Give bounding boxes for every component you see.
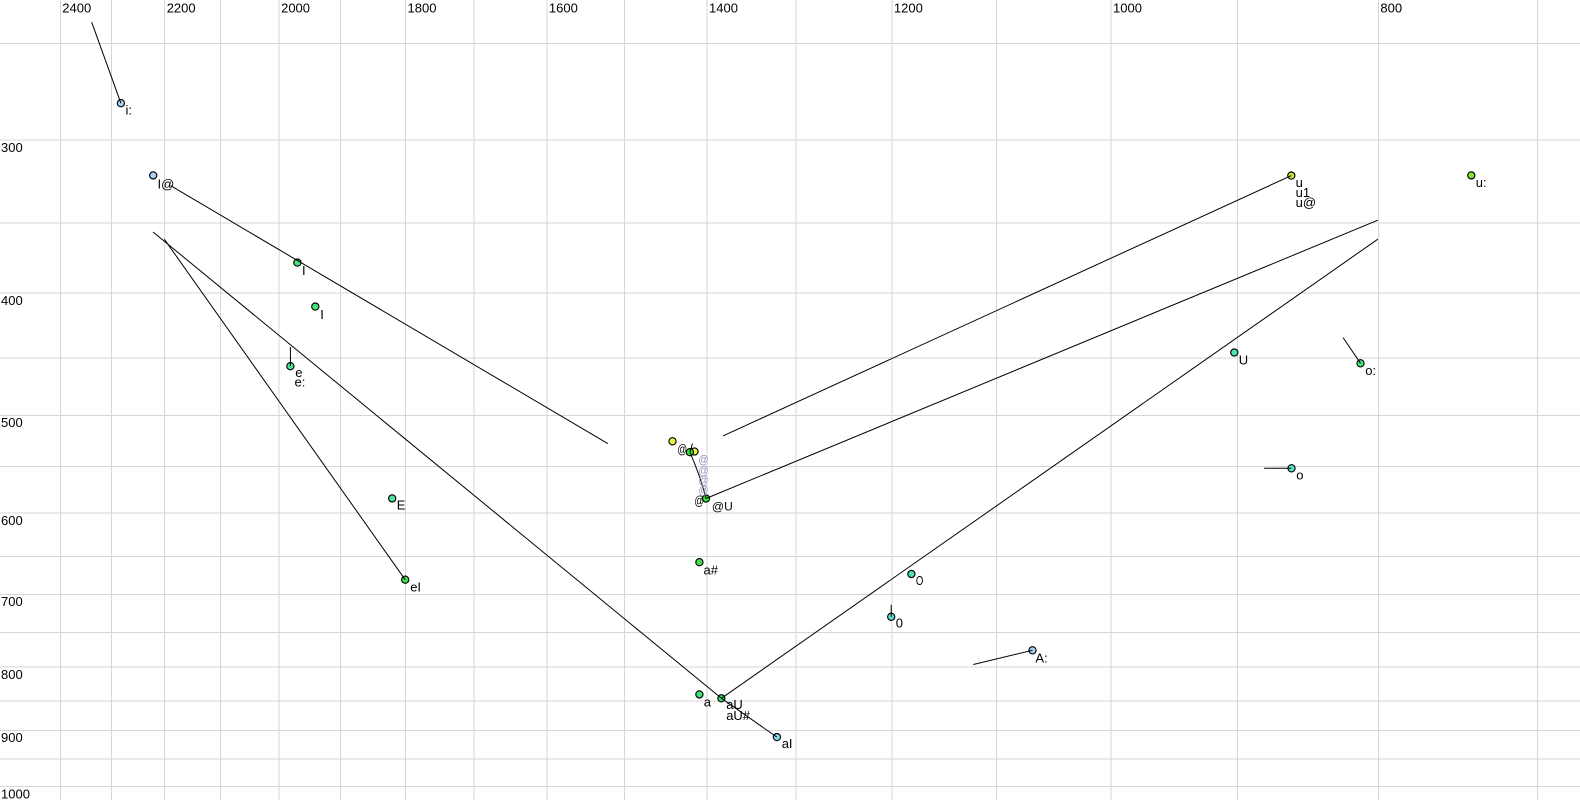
- svg-text:u@: u@: [1296, 195, 1316, 210]
- svg-text:700: 700: [1, 594, 23, 609]
- svg-text:I: I: [302, 263, 306, 278]
- svg-text:@: @: [698, 473, 708, 487]
- svg-text:800: 800: [1380, 1, 1402, 16]
- svg-text:u1: u1: [1296, 185, 1310, 200]
- svg-text:500: 500: [1, 415, 23, 430]
- svg-text:1600: 1600: [549, 1, 578, 16]
- svg-text:800: 800: [1, 667, 23, 682]
- svg-text:@: @: [694, 494, 704, 508]
- svg-text:1200: 1200: [894, 1, 923, 16]
- svg-text:aI: aI: [782, 736, 793, 751]
- svg-text:@: @: [698, 452, 708, 466]
- svg-text:1400: 1400: [709, 1, 738, 16]
- svg-text:U: U: [1239, 352, 1248, 367]
- svg-text:@: @: [698, 483, 708, 497]
- svg-text:I@: I@: [158, 177, 175, 192]
- svg-text:u:: u:: [1476, 175, 1487, 190]
- svg-text:2000: 2000: [281, 1, 310, 16]
- svg-text:u: u: [1296, 175, 1303, 190]
- svg-text:2400: 2400: [62, 1, 91, 16]
- svg-text:a: a: [704, 694, 712, 709]
- svg-text:1800: 1800: [408, 1, 437, 16]
- svg-text:eI: eI: [410, 580, 421, 595]
- svg-text:aU#: aU#: [726, 708, 751, 723]
- svg-text:@: @: [677, 443, 687, 457]
- svg-text:E: E: [397, 498, 406, 513]
- svg-text:300: 300: [1, 140, 23, 155]
- svg-text:a#: a#: [704, 563, 719, 578]
- svg-text:1000: 1000: [1113, 1, 1142, 16]
- svg-text:1000: 1000: [1, 786, 30, 800]
- svg-text:I: I: [320, 307, 324, 322]
- svg-text:@: @: [698, 463, 708, 477]
- svg-text:i:: i:: [126, 103, 133, 118]
- svg-text:2200: 2200: [167, 1, 196, 16]
- svg-text:900: 900: [1, 730, 23, 745]
- svg-text:o:: o:: [1365, 363, 1376, 378]
- svg-text:A:: A:: [1035, 650, 1047, 665]
- svg-text:600: 600: [1, 513, 23, 528]
- svg-text:e: e: [295, 365, 302, 380]
- svg-text:0: 0: [896, 616, 903, 631]
- svg-text:@U: @U: [712, 500, 733, 514]
- svg-text:aU: aU: [726, 697, 743, 712]
- svg-text:O: O: [916, 573, 924, 588]
- svg-text:400: 400: [1, 293, 23, 308]
- svg-text:e:: e:: [295, 375, 306, 390]
- svg-text:o: o: [1296, 468, 1303, 483]
